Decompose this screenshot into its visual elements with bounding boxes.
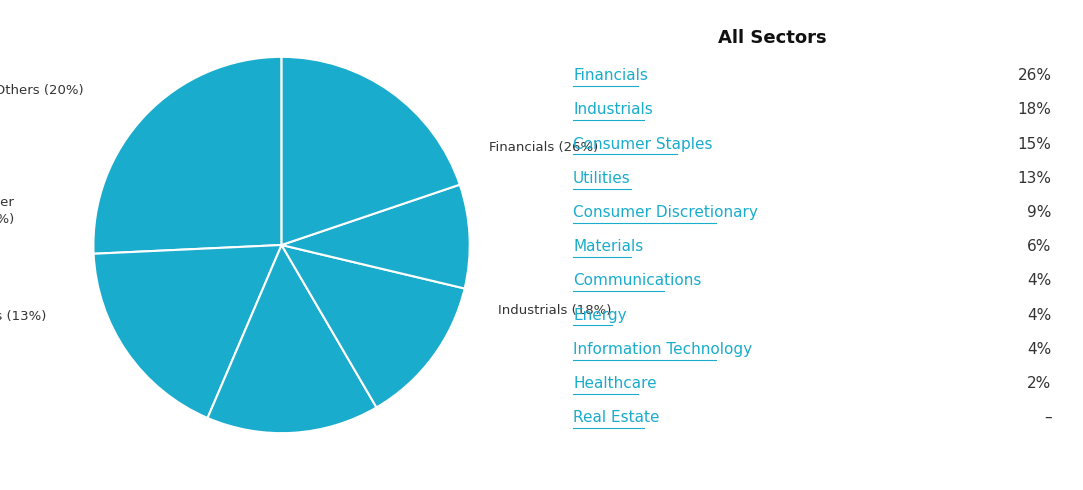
Text: 4%: 4% — [1027, 342, 1052, 357]
Text: 5 Others (20%): 5 Others (20%) — [0, 84, 84, 97]
Text: Healthcare: Healthcare — [573, 376, 656, 391]
Text: 6%: 6% — [1027, 239, 1052, 254]
Text: Real Estate: Real Estate — [573, 410, 660, 425]
Text: Energy: Energy — [573, 308, 627, 322]
Wedge shape — [208, 245, 377, 433]
Text: Materials: Materials — [573, 239, 643, 254]
Text: Consumer
Discretionary (9%): Consumer Discretionary (9%) — [0, 196, 14, 226]
Text: Utilities (13%): Utilities (13%) — [0, 310, 47, 323]
Text: 15%: 15% — [1018, 137, 1052, 151]
Text: Consumer Discretionary: Consumer Discretionary — [573, 205, 758, 220]
Text: Industrials (18%): Industrials (18%) — [498, 304, 611, 318]
Text: –: – — [1044, 410, 1052, 425]
Text: Financials: Financials — [573, 68, 648, 83]
Text: 4%: 4% — [1027, 308, 1052, 322]
Wedge shape — [282, 185, 470, 289]
Text: All Sectors: All Sectors — [718, 28, 826, 47]
Text: Industrials: Industrials — [573, 102, 653, 118]
Text: 13%: 13% — [1017, 171, 1052, 186]
Text: 2%: 2% — [1027, 376, 1052, 391]
Wedge shape — [282, 245, 465, 408]
Text: Financials (26%): Financials (26%) — [488, 141, 598, 154]
Text: Communications: Communications — [573, 273, 702, 289]
Wedge shape — [93, 245, 282, 418]
Text: 18%: 18% — [1018, 102, 1052, 118]
Text: Information Technology: Information Technology — [573, 342, 753, 357]
Text: 26%: 26% — [1017, 68, 1052, 83]
Wedge shape — [93, 57, 282, 254]
Text: Utilities: Utilities — [573, 171, 631, 186]
Text: 9%: 9% — [1027, 205, 1052, 220]
Text: Consumer Staples: Consumer Staples — [573, 137, 713, 151]
Wedge shape — [282, 57, 460, 245]
Text: 4%: 4% — [1027, 273, 1052, 289]
